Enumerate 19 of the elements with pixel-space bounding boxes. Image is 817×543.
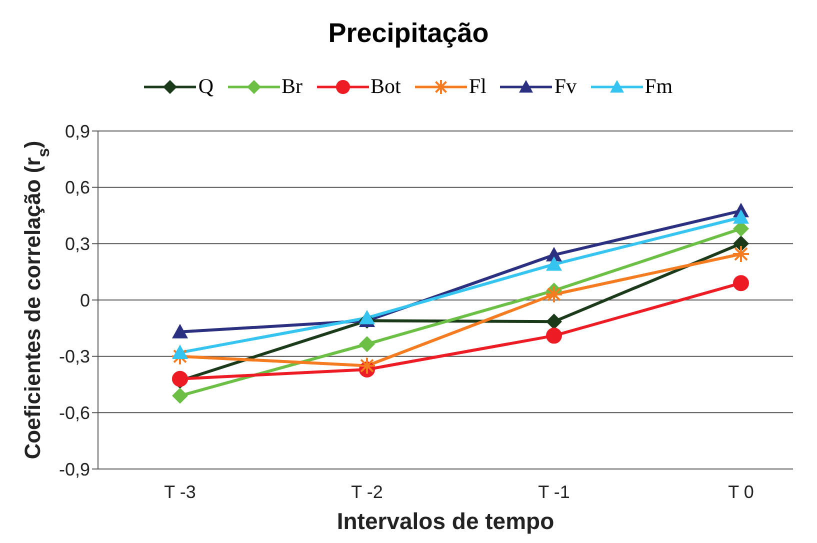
y-tick-label: -0,3 [58, 346, 90, 367]
x-tick-label: T -1 [538, 482, 570, 502]
y-tick-label: 0 [80, 290, 90, 310]
legend-label: Fl [468, 74, 486, 99]
legend-label: Q [198, 74, 214, 99]
y-tick-label: 0,9 [64, 121, 90, 142]
y-tick-label: -0,9 [58, 459, 90, 480]
y-tick-label: 0,6 [64, 178, 90, 198]
y-tick-label: 0,3 [64, 234, 90, 254]
legend-label: Fm [644, 74, 673, 99]
y-tick-label: -0,6 [58, 403, 90, 424]
chart-title: Precipitação [327, 18, 490, 49]
x-tick-label: T -3 [164, 482, 196, 502]
x-tick-label: T 0 [728, 482, 754, 502]
legend-label: Bot [370, 74, 401, 99]
legend-label: Fv [554, 74, 577, 99]
legend-label: Br [282, 74, 303, 99]
x-axis-title: Intervalos de tempo [336, 508, 554, 534]
x-tick-label: T -2 [351, 482, 383, 502]
